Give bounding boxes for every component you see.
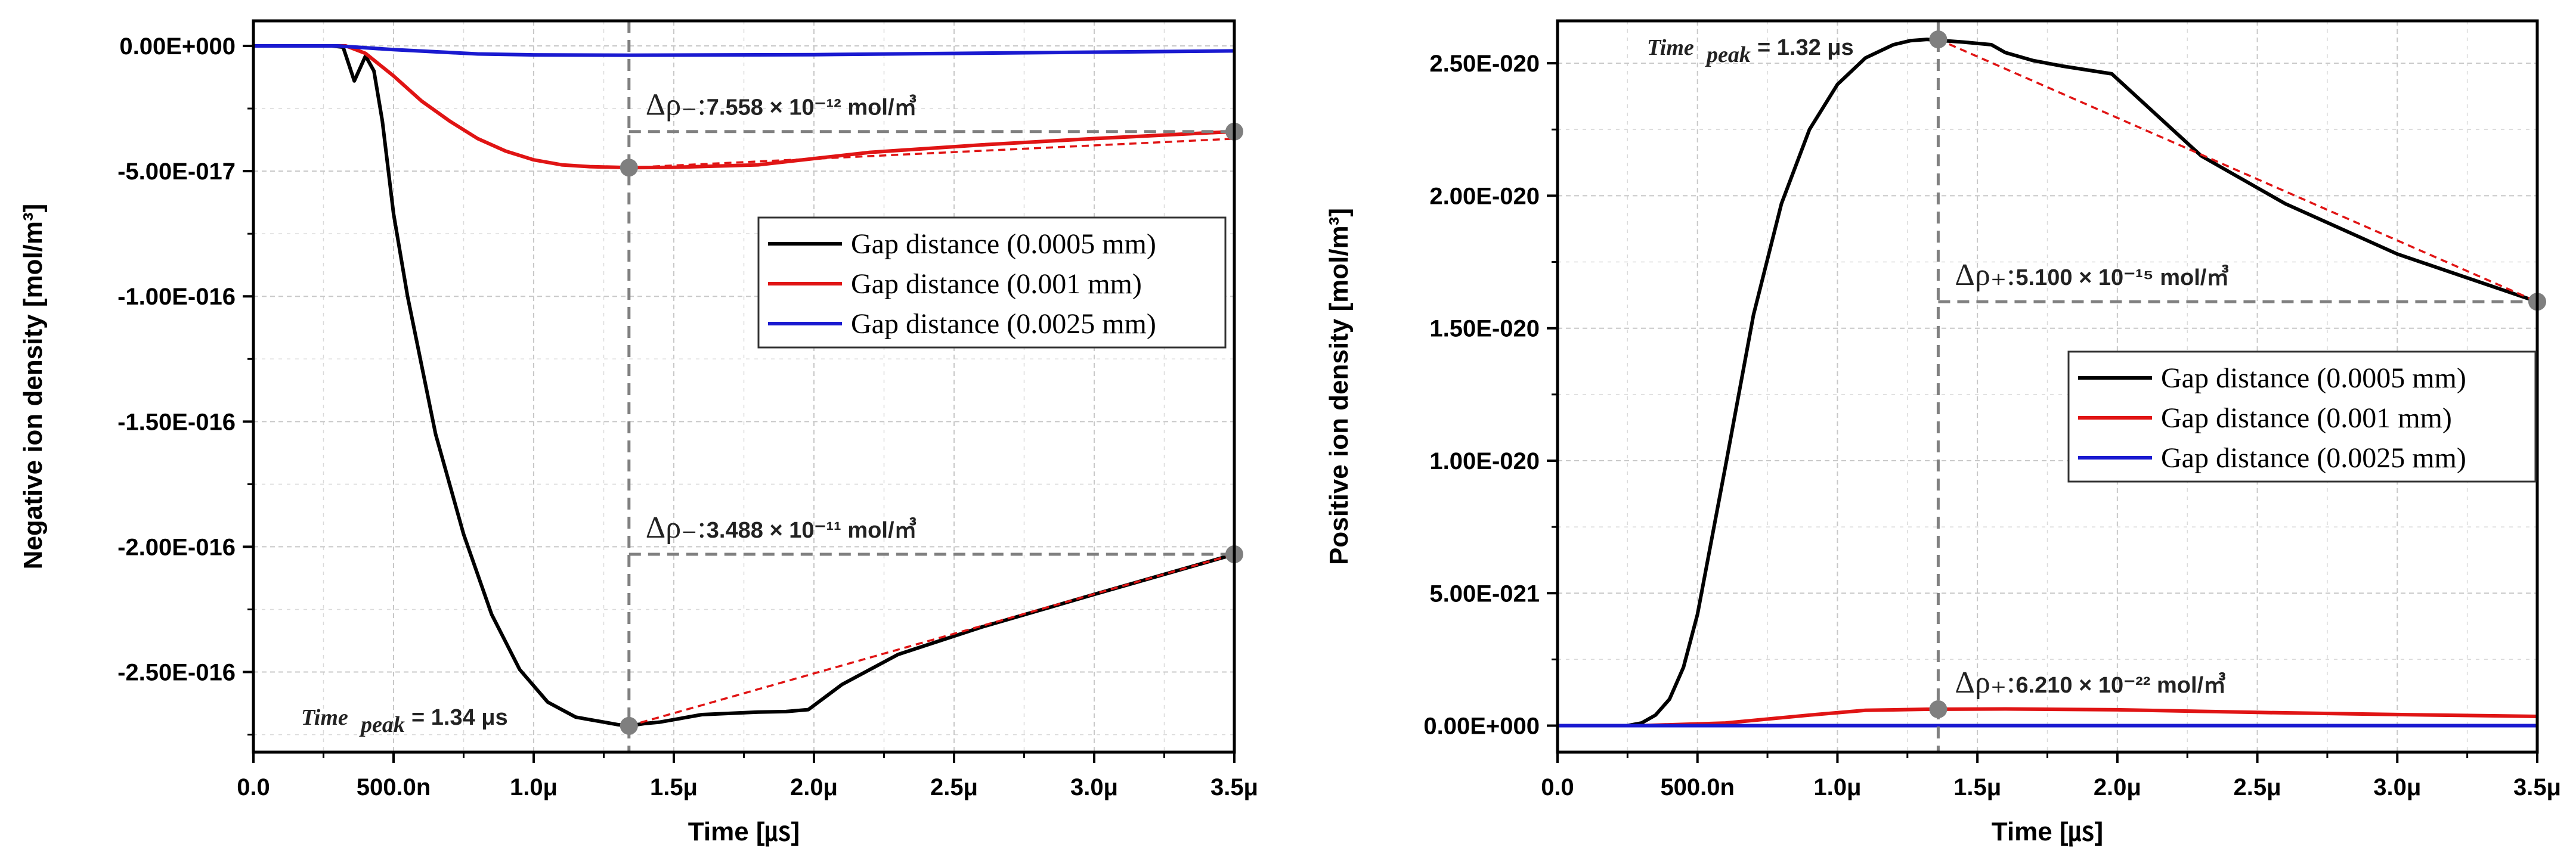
x-tick-label: 1.0μ bbox=[510, 774, 558, 800]
grid-lines bbox=[1558, 21, 2537, 752]
delta-value: 3.488 × 10⁻¹¹ mol/㎥ bbox=[707, 517, 917, 543]
time-peak-subscript: peak bbox=[359, 712, 405, 737]
x-tick-label: 1.5μ bbox=[650, 774, 698, 800]
series-line-1 bbox=[253, 44, 1235, 728]
delta-label: Δρ₋: bbox=[646, 88, 706, 122]
x-tick-label: 2.5μ bbox=[2234, 774, 2281, 800]
x-tick-label: 3.5μ bbox=[2513, 774, 2561, 800]
delta-value: 7.558 × 10⁻¹² mol/㎥ bbox=[707, 95, 917, 120]
y-axis-label: Positive ion density [mol/m³] bbox=[1324, 208, 1354, 565]
x-tick-label: 500.0n bbox=[1660, 774, 1735, 800]
legend-entry: Gap distance (0.0025 mm) bbox=[2161, 442, 2466, 474]
y-tick-label: -1.00E-016 bbox=[117, 284, 236, 310]
series-line-1 bbox=[1558, 38, 2538, 728]
delta-label: Δρ₋: bbox=[646, 511, 706, 545]
time-peak-label: Time bbox=[1647, 35, 1694, 60]
axis-ticks: 0.0 500.0n 1.0μ 1.5μ 2.0μ 2.5μ 3.0μ 3.5μ 0.00E+0… bbox=[117, 33, 1258, 800]
y-tick-label: -1.50E-016 bbox=[117, 409, 236, 435]
y-tick-label: 1.00E-020 bbox=[1429, 448, 1540, 474]
legend-entry: Gap distance (0.0005 mm) bbox=[2161, 362, 2466, 394]
legend: Gap distance (0.0005 mm) Gap distance (0.… bbox=[757, 216, 1227, 349]
legend: Gap distance (0.0005 mm) Gap distance (0.… bbox=[2067, 350, 2537, 483]
x-tick-label: 1.5μ bbox=[1953, 774, 2001, 800]
y-tick-label: 0.00E+000 bbox=[1423, 713, 1540, 740]
x-tick-label: 3.5μ bbox=[1210, 774, 1258, 800]
x-tick-label: 0.0 bbox=[1541, 774, 1574, 800]
delta-label: Δρ₊: bbox=[1955, 258, 2015, 292]
peak-marker bbox=[620, 159, 638, 177]
series-line-3 bbox=[253, 44, 1235, 57]
x-tick-label: 500.0n bbox=[357, 774, 431, 800]
delta-label: Δρ₊: bbox=[1955, 666, 2015, 700]
time-peak-value: = 1.32 μs bbox=[1757, 35, 1854, 60]
trend-line-black bbox=[628, 553, 1235, 727]
legend-entry: Gap distance (0.0025 mm) bbox=[851, 308, 1156, 340]
series-group bbox=[253, 44, 1235, 728]
x-axis-label: Time [㎲] bbox=[1992, 817, 2103, 847]
x-axis-label: Time [㎲] bbox=[688, 817, 800, 847]
y-tick-label: 2.00E-020 bbox=[1429, 183, 1540, 209]
peak-marker bbox=[1929, 700, 1948, 718]
legend-entry: Gap distance (0.001 mm) bbox=[851, 268, 1142, 300]
time-peak-label: Time bbox=[301, 705, 348, 730]
y-tick-label: -2.50E-016 bbox=[117, 660, 236, 686]
series-line-2 bbox=[253, 44, 1235, 170]
time-peak-subscript: peak bbox=[1705, 42, 1751, 67]
series-group bbox=[1558, 38, 2538, 728]
y-axis-label: Negative ion density [mol/m³] bbox=[18, 204, 48, 570]
y-tick-label: -2.00E-016 bbox=[117, 534, 236, 560]
y-tick-label: 2.50E-020 bbox=[1429, 51, 1540, 77]
legend-entry: Gap distance (0.001 mm) bbox=[2161, 402, 2452, 434]
legend-entry: Gap distance (0.0005 mm) bbox=[851, 228, 1156, 260]
y-tick-label: 5.00E-021 bbox=[1429, 581, 1540, 607]
x-tick-label: 2.0μ bbox=[790, 774, 838, 800]
x-tick-label: 2.0μ bbox=[2094, 774, 2141, 800]
x-tick-label: 0.0 bbox=[237, 774, 270, 800]
trend-line-red bbox=[628, 137, 1235, 169]
y-tick-label: -5.00E-017 bbox=[117, 159, 236, 185]
grid-lines bbox=[253, 21, 1234, 752]
time-peak-value: = 1.34 μs bbox=[411, 705, 508, 730]
peak-marker bbox=[1929, 30, 1948, 49]
x-tick-label: 3.0μ bbox=[2373, 774, 2421, 800]
peak-marker bbox=[620, 716, 638, 735]
y-tick-label: 0.00E+000 bbox=[119, 33, 236, 60]
trend-line-black bbox=[1937, 38, 2538, 303]
x-tick-label: 2.5μ bbox=[930, 774, 978, 800]
x-tick-label: 1.0μ bbox=[1813, 774, 1861, 800]
x-tick-label: 3.0μ bbox=[1070, 774, 1118, 800]
delta-value: 6.210 × 10⁻²² mol/㎥ bbox=[2015, 672, 2226, 698]
axis-ticks: 0.0 500.0n 1.0μ 1.5μ 2.0μ 2.5μ 3.0μ 3.5μ 0.00E+0… bbox=[1423, 51, 2561, 800]
y-tick-label: 1.50E-020 bbox=[1429, 316, 1540, 342]
delta-value: 5.100 × 10⁻¹⁵ mol/㎥ bbox=[2015, 265, 2229, 290]
